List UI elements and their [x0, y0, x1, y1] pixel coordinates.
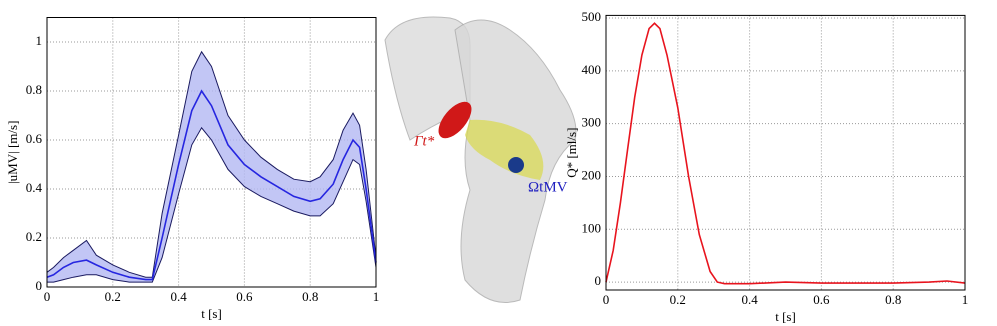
plot-frame	[605, 14, 966, 291]
y-tick-label: 300	[582, 115, 602, 130]
inlet-label: Γt*	[413, 133, 435, 149]
plot-area	[606, 15, 965, 291]
y-axis-label: |uMV| [m/s]	[5, 121, 20, 184]
x-tick-label: 0	[44, 289, 51, 304]
x-tick-label: 0.8	[302, 289, 318, 304]
y-axis-label: Q* [ml/s]	[564, 128, 579, 178]
x-tick-label: 0.2	[105, 289, 121, 304]
band-edge	[46, 50, 377, 278]
band-edge	[47, 126, 377, 283]
plot-area	[47, 17, 376, 287]
y-tick-label: 1	[36, 33, 43, 48]
x-axis-label: t [s]	[775, 309, 796, 324]
y-tick-label: 500	[582, 9, 602, 24]
series-line	[46, 89, 377, 281]
x-tick-label: 0	[603, 292, 610, 307]
inlet	[438, 101, 472, 139]
y-tick-label: 0.2	[26, 229, 42, 244]
x-tick-label: 0.4	[170, 289, 187, 304]
y-tick-label: 200	[582, 167, 602, 182]
valve-label: ΩtMV	[528, 179, 568, 195]
y-tick-label: 0.6	[26, 131, 43, 146]
x-tick-label: 0.8	[885, 292, 901, 307]
x-tick-label: 0.2	[670, 292, 686, 307]
y-tick-label: 0	[36, 278, 43, 293]
x-tick-label: 0.6	[236, 289, 253, 304]
x-tick-label: 1	[962, 292, 969, 307]
x-tick-label: 0.4	[741, 292, 758, 307]
x-tick-label: 1	[373, 289, 380, 304]
plot-frame	[46, 17, 377, 288]
y-tick-label: 400	[582, 62, 602, 77]
valve	[508, 157, 524, 173]
x-tick-label: 0.6	[813, 292, 830, 307]
heart-illustration: Γt* ΩtMV	[384, 16, 577, 303]
band	[47, 51, 376, 283]
y-tick-label: 100	[582, 220, 602, 235]
x-axis-label: t [s]	[201, 306, 222, 321]
series-line	[605, 22, 966, 285]
y-tick-label: 0.8	[26, 82, 42, 97]
y-tick-label: 0.4	[26, 180, 43, 195]
y-tick-label: 0	[595, 273, 602, 288]
